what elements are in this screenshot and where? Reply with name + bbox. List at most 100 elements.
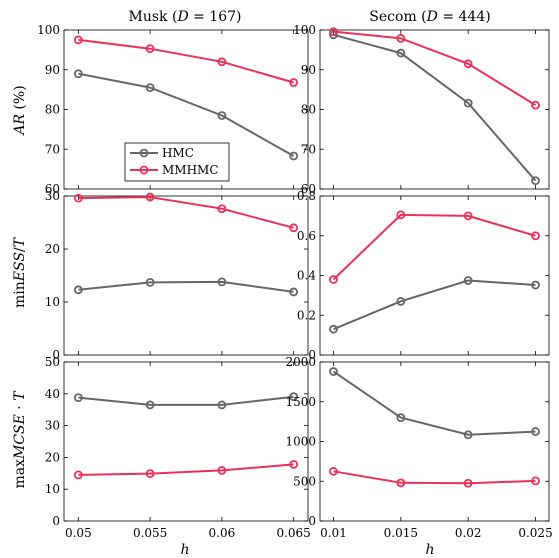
y-tick-label: 500 bbox=[293, 474, 316, 488]
xlabel-left: h bbox=[180, 542, 189, 558]
data-point-mmhmc bbox=[289, 78, 299, 87]
legend-marker-mmhmc bbox=[139, 165, 149, 175]
data-point-hmc bbox=[396, 48, 406, 58]
data-point-mmhmc bbox=[145, 192, 155, 202]
data-point-hmc bbox=[531, 427, 540, 436]
ylabel-miness: minESS/T bbox=[12, 236, 28, 308]
data-point-mmhmc bbox=[463, 59, 473, 69]
data-point-mmhmc bbox=[531, 231, 540, 241]
data-point-mmhmc bbox=[145, 469, 155, 479]
data-point-mmhmc bbox=[396, 33, 406, 43]
legend-label-mmhmc: MMHMC bbox=[162, 163, 219, 177]
series-line-hmc bbox=[78, 72, 295, 157]
data-point-mmhmc bbox=[463, 478, 473, 488]
data-point-hmc bbox=[531, 176, 540, 186]
y-tick-label: 80 bbox=[301, 103, 316, 117]
y-tick-label: 70 bbox=[301, 142, 316, 156]
data-point-hmc bbox=[217, 400, 227, 410]
y-tick-label: 30 bbox=[45, 189, 60, 203]
axes-frame bbox=[63, 195, 309, 356]
xlabel-right: h bbox=[425, 542, 434, 558]
y-tick-label: 10 bbox=[45, 482, 60, 496]
axes-frame bbox=[63, 361, 309, 522]
secom-title: Secom (D = 444) bbox=[369, 9, 490, 25]
data-point-hmc bbox=[329, 367, 338, 376]
y-tick-label: 100 bbox=[37, 23, 60, 37]
y-tick-label: 1500 bbox=[285, 395, 316, 409]
legend-marker-hmc bbox=[139, 148, 149, 158]
x-tick-label: 0.02 bbox=[455, 526, 482, 540]
data-point-hmc bbox=[289, 392, 299, 402]
y-tick-label: 0.6 bbox=[297, 229, 316, 243]
data-point-mmhmc bbox=[329, 275, 338, 284]
data-point-mmhmc bbox=[531, 476, 540, 486]
y-tick-label: 40 bbox=[45, 387, 60, 401]
data-point-mmhmc bbox=[73, 35, 83, 45]
x-tick-label: 0.055 bbox=[133, 526, 167, 540]
data-point-hmc bbox=[73, 69, 83, 79]
data-point-mmhmc bbox=[396, 478, 406, 488]
data-point-hmc bbox=[329, 324, 338, 334]
series-line-mmhmc bbox=[78, 38, 294, 84]
data-point-mmhmc bbox=[145, 44, 155, 54]
series-line-mmhmc bbox=[332, 213, 536, 281]
data-point-mmhmc bbox=[217, 466, 227, 475]
series-line-mmhmc bbox=[333, 470, 536, 485]
data-point-mmhmc bbox=[217, 57, 227, 67]
data-point-mmhmc bbox=[289, 223, 299, 233]
y-tick-label: 60 bbox=[301, 182, 316, 196]
panels: 6070809010060708090100010203000.20.40.60… bbox=[37, 23, 553, 540]
musk-title: Musk (D = 167) bbox=[129, 9, 242, 25]
y-tick-label: 90 bbox=[301, 63, 316, 77]
y-tick-label: 0.2 bbox=[297, 308, 316, 322]
data-point-hmc bbox=[217, 111, 227, 120]
y-tick-label: 20 bbox=[45, 450, 60, 464]
ylabel-ar: AR (%) bbox=[12, 85, 28, 136]
data-point-hmc bbox=[396, 413, 406, 423]
y-tick-label: 60 bbox=[45, 182, 60, 196]
data-point-mmhmc bbox=[73, 193, 83, 203]
series-line-hmc bbox=[78, 395, 294, 406]
x-tick-label: 0.065 bbox=[276, 526, 310, 540]
data-point-mmhmc bbox=[463, 211, 473, 221]
panel-top-left: 60 70 80 90 100 bbox=[37, 23, 309, 196]
series-line-hmc bbox=[333, 279, 536, 331]
axes-frame bbox=[319, 195, 550, 356]
data-point-mmhmc bbox=[289, 459, 299, 469]
axes-frame bbox=[319, 29, 550, 190]
data-point-hmc bbox=[463, 430, 473, 440]
data-point-mmhmc bbox=[217, 204, 227, 214]
data-point-mmhmc bbox=[396, 210, 406, 220]
y-tick-label: 0 bbox=[52, 348, 60, 362]
x-tick-label: 0.01 bbox=[320, 526, 347, 540]
series-line-mmhmc bbox=[78, 463, 294, 476]
y-tick-label: 0 bbox=[308, 348, 316, 362]
x-tick-label: 0.05 bbox=[65, 526, 92, 540]
x-tick-label: 0.015 bbox=[384, 526, 418, 540]
x-tick-label: 0.06 bbox=[209, 526, 236, 540]
panel-top-right: 60 70 80 90 100 bbox=[293, 23, 550, 196]
data-point-hmc bbox=[145, 83, 155, 93]
data-point-hmc bbox=[396, 296, 406, 306]
y-tick-label: 50 bbox=[45, 355, 60, 369]
y-tick-label: 1000 bbox=[285, 435, 316, 449]
legend-label-hmc: HMC bbox=[162, 146, 194, 160]
series-line-hmc bbox=[333, 33, 537, 182]
legend: HMC MMHMC bbox=[124, 142, 230, 182]
y-tick-label: 0.8 bbox=[297, 189, 316, 203]
data-point-mmhmc bbox=[329, 466, 338, 476]
y-tick-label: 70 bbox=[45, 142, 60, 156]
y-tick-label: 10 bbox=[45, 295, 60, 309]
data-point-mmhmc bbox=[531, 100, 540, 110]
y-tick-label: 0 bbox=[308, 514, 316, 528]
y-tick-label: 100 bbox=[293, 23, 316, 37]
data-point-hmc bbox=[289, 151, 299, 161]
data-point-hmc bbox=[289, 287, 299, 297]
y-tick-label: 2000 bbox=[285, 355, 316, 369]
panel-middle-left: 0 10 20 30 bbox=[45, 189, 309, 362]
x-tick-label: 0.025 bbox=[518, 526, 552, 540]
data-point-hmc bbox=[463, 276, 473, 285]
y-tick-label: 0.4 bbox=[297, 269, 316, 283]
data-point-hmc bbox=[145, 277, 155, 287]
y-tick-label: 90 bbox=[45, 63, 60, 77]
